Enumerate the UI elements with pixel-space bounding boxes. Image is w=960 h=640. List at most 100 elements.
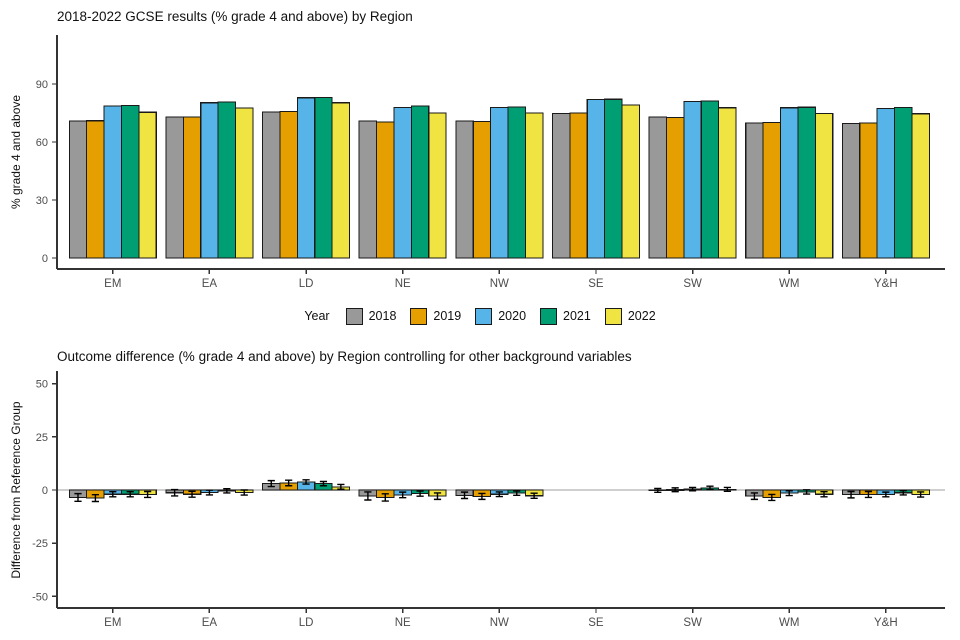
- y-tick-label-60: 60: [36, 137, 48, 149]
- bar-EM-2022: [138, 111, 157, 259]
- legend-swatch-2021: [540, 307, 558, 325]
- bar-SW-2020: [683, 101, 702, 259]
- bar-NE-2022: [428, 112, 447, 259]
- error-bar-SW-2022: [723, 486, 731, 492]
- y-tick-label-0: 0: [42, 485, 48, 497]
- bar-LD-2018: [262, 111, 281, 259]
- bar-EM-2020: [103, 105, 123, 259]
- bar-LD-2019: [279, 111, 298, 259]
- bar-SW-2018: [648, 116, 668, 259]
- bar-SW-2021: [700, 100, 720, 259]
- y-tick-label-25: 25: [36, 432, 48, 444]
- bar-NW-2018: [455, 120, 474, 259]
- error-bar-SW-2020: [688, 486, 697, 492]
- error-bar-LD-2018: [267, 479, 275, 488]
- error-bar-EA-2022: [240, 489, 248, 496]
- error-bar-Y&H-2019: [864, 490, 873, 499]
- y-tick-label-30: 30: [36, 195, 48, 207]
- bar-LD-2020: [296, 97, 316, 259]
- bar-LD-2022: [331, 102, 351, 259]
- bar-EA-2019: [182, 116, 202, 259]
- x-tick-label-SE: SE: [588, 278, 604, 290]
- error-bar-EM-2019: [91, 493, 99, 503]
- legend-title: Year: [304, 309, 330, 323]
- error-bar-NW-2020: [495, 491, 503, 498]
- bottom-chart-title: Outcome difference (% grade 4 and above)…: [57, 349, 632, 364]
- error-bar-EA-2019: [188, 490, 196, 498]
- x-tick-label-WM: WM: [779, 617, 799, 629]
- x-tick-label-EM: EM: [104, 278, 121, 290]
- error-bar-SW-2018: [654, 487, 662, 494]
- x-tick-label-WM: WM: [779, 278, 799, 290]
- error-bar-NW-2018: [460, 491, 469, 500]
- y-tick-label--50: -50: [32, 591, 48, 603]
- error-bar-Y&H-2021: [899, 489, 907, 496]
- bar-NE-2020: [393, 106, 412, 259]
- error-bar-EM-2022: [144, 490, 152, 499]
- bar-EM-2019: [86, 120, 105, 259]
- legend-swatch-2018: [345, 307, 363, 325]
- top-chart-title: 2018-2022 GCSE results (% grade 4 and ab…: [57, 9, 413, 24]
- bar-EA-2018: [165, 116, 184, 259]
- error-bar-EM-2018: [74, 492, 82, 502]
- x-tick-label-SW: SW: [683, 278, 702, 290]
- bar-WM-2020: [779, 107, 799, 259]
- legend-item-2022: 2022: [604, 307, 656, 325]
- x-tick-label-Y&H: Y&H: [874, 278, 898, 290]
- legend-item-2018: 2018: [345, 307, 397, 325]
- bar-NW-2020: [490, 106, 509, 259]
- error-bar-NW-2019: [478, 492, 486, 501]
- error-bar-EM-2020: [109, 491, 117, 498]
- x-tick-label-LD: LD: [299, 278, 314, 290]
- bar-Y&H-2020: [876, 107, 896, 259]
- x-tick-label-EA: EA: [202, 617, 218, 629]
- bar-WM-2022: [814, 113, 834, 259]
- error-bar-Y&H-2020: [882, 491, 890, 498]
- bar-EA-2022: [234, 107, 254, 259]
- bar-SW-2019: [665, 116, 685, 259]
- x-tick-label-SW: SW: [683, 617, 702, 629]
- legend-label: 2018: [368, 309, 397, 323]
- bar-SE-2019: [569, 112, 588, 259]
- x-tick-label-NE: NE: [395, 617, 411, 629]
- error-bar-NE-2020: [399, 491, 407, 499]
- x-tick-label-Y&H: Y&H: [874, 617, 898, 629]
- bar-SE-2021: [604, 98, 623, 259]
- y-tick-label-90: 90: [36, 79, 48, 91]
- bottom-chart-canvas: 50 25 0 -25 -50 EM EA LD NE NW SE SW WM Y&H: [32, 371, 945, 629]
- error-bar-LD-2020: [302, 479, 310, 485]
- error-bar-WM-2021: [803, 489, 811, 495]
- error-bar-EA-2021: [223, 488, 231, 494]
- bar-SE-2018: [551, 113, 571, 259]
- bar-NE-2018: [358, 120, 378, 259]
- error-bar-NW-2022: [530, 492, 538, 499]
- error-bar-LD-2021: [319, 480, 328, 487]
- error-bar-NE-2021: [416, 490, 424, 497]
- bar-NE-2021: [410, 105, 430, 259]
- legend-label: 2022: [627, 309, 656, 323]
- error-bar-WM-2018: [750, 492, 759, 501]
- year-legend: Year 2018 2019 2020 2021 2022: [0, 300, 960, 332]
- x-tick-label-EA: EA: [202, 278, 218, 290]
- legend-swatch-2019: [410, 307, 428, 325]
- bar-NW-2021: [507, 106, 526, 259]
- error-bar-SW-2019: [671, 487, 679, 493]
- bar-SE-2022: [621, 104, 640, 259]
- bar-WM-2019: [762, 122, 782, 259]
- y-tick-label--25: -25: [32, 538, 48, 550]
- x-tick-label-NW: NW: [490, 617, 509, 629]
- x-tick-label-LD: LD: [299, 617, 314, 629]
- y-tick-label-50: 50: [36, 379, 48, 391]
- legend-swatch-2020: [475, 307, 493, 325]
- bar-EA-2020: [200, 102, 219, 259]
- error-bar-NW-2021: [513, 490, 521, 497]
- legend-swatch-2022: [604, 307, 622, 325]
- error-bar-NE-2022: [433, 492, 442, 501]
- error-bar-NE-2019: [381, 493, 389, 502]
- x-tick-label-SE: SE: [588, 617, 604, 629]
- bar-SE-2020: [586, 99, 606, 259]
- error-bar-LD-2019: [285, 479, 293, 487]
- bar-NW-2019: [472, 120, 492, 259]
- y-tick-label-0: 0: [42, 253, 48, 265]
